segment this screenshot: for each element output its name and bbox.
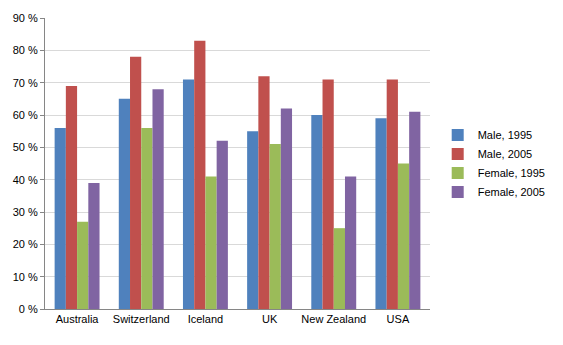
svg-text:50 %: 50 %: [13, 141, 38, 153]
svg-text:80 %: 80 %: [13, 44, 38, 56]
svg-text:20 %: 20 %: [13, 238, 38, 250]
svg-text:10 %: 10 %: [13, 271, 38, 283]
svg-text:0 %: 0 %: [19, 303, 38, 315]
svg-text:Male, 1995: Male, 1995: [478, 129, 532, 141]
svg-text:UK: UK: [262, 313, 278, 325]
svg-text:Female, 1995: Female, 1995: [478, 167, 545, 179]
svg-text:Iceland: Iceland: [188, 313, 223, 325]
svg-text:USA: USA: [387, 313, 410, 325]
svg-text:90 %: 90 %: [13, 12, 38, 24]
svg-text:Australia: Australia: [56, 313, 100, 325]
svg-text:40 %: 40 %: [13, 174, 38, 186]
svg-text:60 %: 60 %: [13, 109, 38, 121]
svg-text:70 %: 70 %: [13, 77, 38, 89]
svg-text:New Zealand: New Zealand: [301, 313, 366, 325]
svg-text:Female, 2005: Female, 2005: [478, 186, 545, 198]
svg-text:30 %: 30 %: [13, 206, 38, 218]
svg-text:Male, 2005: Male, 2005: [478, 148, 532, 160]
svg-text:Switzerland: Switzerland: [113, 313, 170, 325]
